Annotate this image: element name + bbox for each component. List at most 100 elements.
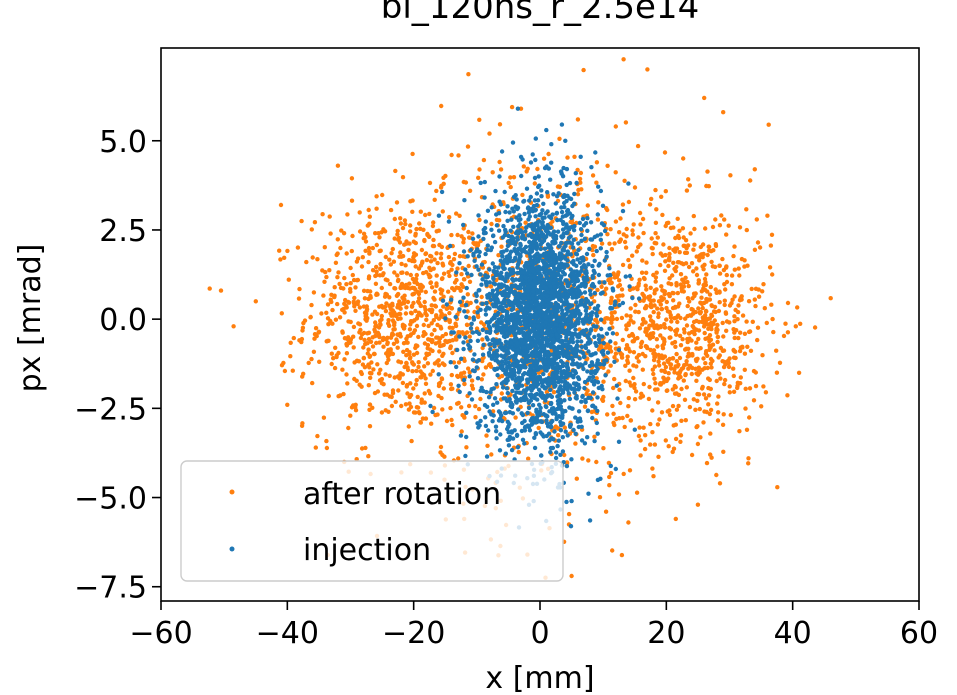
scatter-point bbox=[753, 303, 758, 309]
scatter-point bbox=[627, 368, 632, 373]
scatter-point bbox=[539, 453, 544, 458]
scatter-point bbox=[796, 370, 802, 375]
scatter-point bbox=[346, 335, 351, 340]
scatter-point bbox=[663, 223, 668, 229]
scatter-point bbox=[648, 442, 653, 447]
scatter-point bbox=[410, 319, 415, 324]
scatter-point bbox=[676, 403, 681, 409]
scatter-point bbox=[586, 377, 591, 383]
scatter-point bbox=[515, 265, 520, 270]
scatter-point bbox=[594, 248, 599, 254]
scatter-point bbox=[717, 300, 722, 305]
scatter-point bbox=[430, 368, 435, 374]
scatter-point bbox=[429, 285, 435, 290]
scatter-point bbox=[575, 343, 580, 349]
scatter-point bbox=[407, 356, 413, 361]
scatter-point bbox=[681, 284, 687, 289]
scatter-point bbox=[405, 299, 411, 305]
scatter-point bbox=[504, 386, 510, 391]
scatter-point bbox=[519, 383, 525, 388]
scatter-point bbox=[459, 272, 464, 277]
scatter-point bbox=[434, 251, 439, 256]
scatter-point bbox=[533, 431, 538, 436]
scatter-point bbox=[467, 374, 472, 379]
scatter-point bbox=[487, 280, 492, 285]
scatter-point bbox=[413, 264, 418, 269]
scatter-point bbox=[379, 410, 385, 415]
scatter-point bbox=[529, 351, 534, 356]
scatter-point bbox=[767, 265, 773, 270]
scatter-point bbox=[398, 250, 403, 255]
scatter-point bbox=[439, 311, 444, 316]
chart-title: bl_120ns_r_2.5e14 bbox=[381, 0, 699, 27]
scatter-point bbox=[477, 288, 482, 293]
scatter-point bbox=[553, 411, 558, 416]
scatter-point bbox=[653, 187, 658, 193]
scatter-point bbox=[507, 210, 512, 215]
scatter-point bbox=[714, 378, 719, 384]
scatter-point bbox=[508, 184, 513, 190]
scatter-point bbox=[426, 323, 431, 329]
scatter-point bbox=[419, 247, 425, 253]
scatter-point bbox=[716, 308, 722, 314]
scatter-point bbox=[638, 453, 643, 458]
scatter-point bbox=[541, 384, 546, 389]
scatter-point bbox=[361, 231, 367, 236]
scatter-point bbox=[541, 223, 546, 229]
scatter-point bbox=[457, 299, 463, 305]
scatter-point bbox=[576, 247, 581, 253]
scatter-point bbox=[698, 309, 703, 315]
scatter-point bbox=[673, 436, 679, 442]
scatter-point bbox=[650, 408, 655, 413]
scatter-point bbox=[424, 270, 429, 275]
scatter-point bbox=[613, 124, 618, 129]
scatter-point bbox=[601, 340, 606, 346]
scatter-point bbox=[471, 317, 477, 322]
scatter-point bbox=[457, 261, 462, 266]
scatter-point bbox=[653, 279, 658, 284]
scatter-point bbox=[325, 338, 330, 344]
scatter-point bbox=[694, 272, 700, 278]
scatter-point bbox=[652, 354, 658, 360]
scatter-point bbox=[519, 396, 524, 401]
scatter-point bbox=[414, 276, 419, 282]
scatter-point bbox=[461, 222, 466, 228]
scatter-point bbox=[559, 240, 564, 246]
scatter-point bbox=[708, 361, 713, 366]
scatter-point bbox=[365, 331, 370, 336]
scatter-point bbox=[532, 372, 538, 377]
scatter-point bbox=[571, 276, 577, 281]
scatter-point bbox=[517, 257, 522, 262]
scatter-point bbox=[692, 242, 697, 247]
scatter-point bbox=[319, 311, 324, 316]
scatter-point bbox=[467, 391, 472, 396]
scatter-point bbox=[408, 229, 413, 234]
scatter-point bbox=[279, 311, 284, 316]
scatter-point bbox=[542, 246, 548, 251]
scatter-point bbox=[468, 326, 474, 331]
scatter-point bbox=[670, 387, 675, 392]
scatter-point bbox=[716, 410, 721, 415]
scatter-point bbox=[532, 237, 538, 242]
scatter-point bbox=[565, 433, 570, 438]
scatter-point bbox=[516, 449, 521, 455]
scatter-point bbox=[672, 391, 678, 396]
scatter-point bbox=[503, 209, 508, 215]
scatter-point bbox=[448, 344, 453, 349]
scatter-point bbox=[436, 228, 441, 233]
scatter-point bbox=[366, 259, 371, 265]
scatter-point bbox=[730, 297, 735, 302]
scatter-point bbox=[566, 351, 572, 356]
scatter-point bbox=[392, 236, 397, 241]
scatter-point bbox=[720, 359, 725, 364]
scatter-point bbox=[368, 339, 374, 344]
scatter-point bbox=[672, 383, 677, 389]
scatter-point bbox=[461, 377, 467, 383]
scatter-point bbox=[573, 431, 578, 436]
scatter-point bbox=[667, 356, 672, 362]
scatter-point bbox=[545, 190, 550, 195]
scatter-point bbox=[408, 332, 414, 337]
scatter-point bbox=[469, 397, 475, 402]
scatter-point bbox=[541, 156, 547, 161]
scatter-point bbox=[608, 363, 613, 368]
